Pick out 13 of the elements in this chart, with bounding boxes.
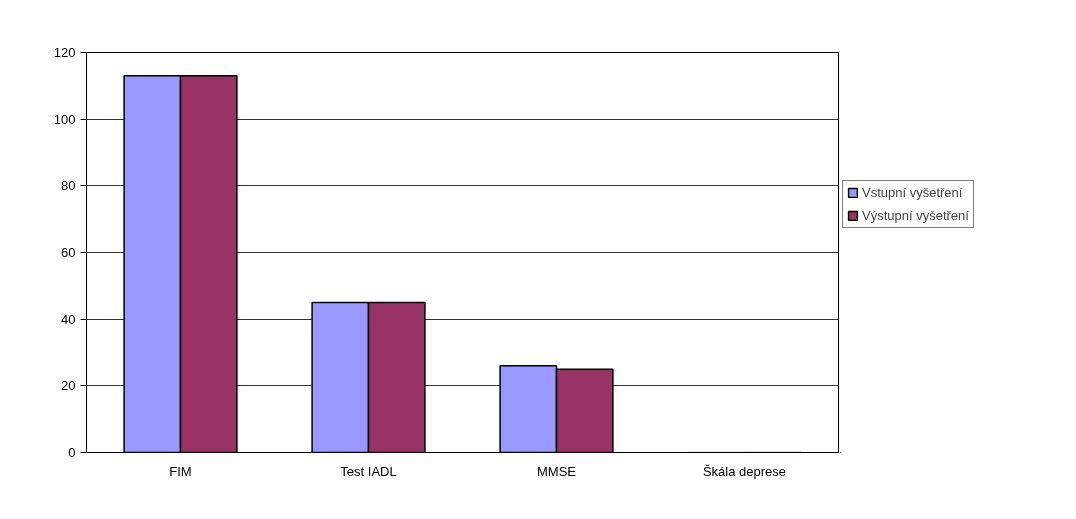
y-tick-label: 20 (61, 378, 76, 394)
y-tick-label: 120 (53, 45, 76, 60)
y-tick-label: 0 (68, 445, 76, 460)
y-tick-label: 80 (61, 178, 76, 194)
y-tick-label: 60 (61, 245, 76, 260)
legend-label: Vstupní vyšetření (862, 185, 963, 200)
y-tick-label: 40 (61, 311, 76, 327)
y-tick-label: 100 (53, 111, 76, 127)
x-tick-label: MMSE (537, 463, 577, 479)
x-tick-label: FIM (169, 463, 192, 479)
x-tick-label: Škála deprese (702, 463, 787, 479)
legend-label: Výstupní vyšetření (862, 208, 969, 223)
x-tick-label: Test IADL (340, 463, 397, 479)
